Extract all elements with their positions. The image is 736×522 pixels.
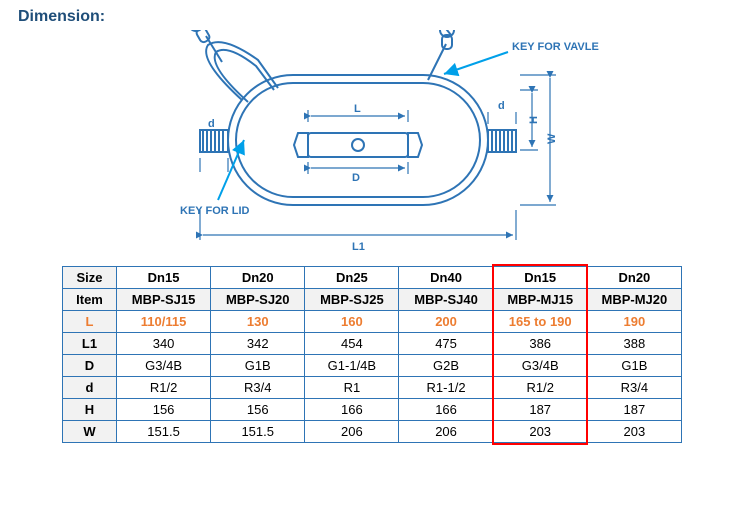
cell: 187: [493, 399, 587, 421]
rowhead-W: W: [63, 421, 117, 443]
rowhead-H: H: [63, 399, 117, 421]
rowhead-item: Item: [63, 289, 117, 311]
row-L: L 110/115 130 160 200 165 to 190 190: [63, 311, 682, 333]
cell: 110/115: [117, 311, 211, 333]
label-H: H: [528, 116, 540, 124]
row-D: D G3/4B G1B G1-1/4B G2B G3/4B G1B: [63, 355, 682, 377]
label-D: D: [352, 172, 360, 184]
label-key-lid: KEY FOR LID: [180, 205, 250, 217]
label-d-left: d: [208, 118, 215, 130]
cell: Dn15: [117, 267, 211, 289]
cell: R3/4: [211, 377, 305, 399]
row-size: Size Dn15 Dn20 Dn25 Dn40 Dn15 Dn20: [63, 267, 682, 289]
cell: 151.5: [211, 421, 305, 443]
cell: 165 to 190: [493, 311, 587, 333]
cell: 454: [305, 333, 399, 355]
dimension-diagram: KEY FOR VAVLE KEY FOR LID L D d d L1 H W: [108, 30, 668, 260]
dimension-table: Size Dn15 Dn20 Dn25 Dn40 Dn15 Dn20 Item …: [62, 266, 682, 443]
cell: G2B: [399, 355, 493, 377]
cell: Dn20: [587, 267, 681, 289]
cell: MBP-SJ20: [211, 289, 305, 311]
rowhead-L1: L1: [63, 333, 117, 355]
cell: 200: [399, 311, 493, 333]
cell: G3/4B: [493, 355, 587, 377]
cell: R1-1/2: [399, 377, 493, 399]
cell: 166: [399, 399, 493, 421]
row-item: Item MBP-SJ15 MBP-SJ20 MBP-SJ25 MBP-SJ40…: [63, 289, 682, 311]
cell: 388: [587, 333, 681, 355]
cell: 130: [211, 311, 305, 333]
cell: 190: [587, 311, 681, 333]
cell: 151.5: [117, 421, 211, 443]
row-L1: L1 340 342 454 475 386 388: [63, 333, 682, 355]
label-L: L: [354, 103, 361, 115]
label-d-right: d: [498, 100, 505, 112]
cell: MBP-SJ25: [305, 289, 399, 311]
cell: R1/2: [493, 377, 587, 399]
cell: Dn20: [211, 267, 305, 289]
rowhead-D: D: [63, 355, 117, 377]
cell: G3/4B: [117, 355, 211, 377]
cell: MBP-SJ40: [399, 289, 493, 311]
cell: 342: [211, 333, 305, 355]
cell: R3/4: [587, 377, 681, 399]
label-W: W: [546, 133, 558, 144]
cell: G1B: [587, 355, 681, 377]
section-heading: Dimension:: [18, 8, 718, 26]
cell: MBP-MJ15: [493, 289, 587, 311]
cell: 340: [117, 333, 211, 355]
row-H: H 156 156 166 166 187 187: [63, 399, 682, 421]
cell: R1/2: [117, 377, 211, 399]
cell: MBP-SJ15: [117, 289, 211, 311]
rowhead-L: L: [63, 311, 117, 333]
rowhead-size: Size: [63, 267, 117, 289]
cell: 166: [305, 399, 399, 421]
cell: 156: [211, 399, 305, 421]
cell: 206: [399, 421, 493, 443]
cell: 203: [493, 421, 587, 443]
cell: Dn25: [305, 267, 399, 289]
cell: 156: [117, 399, 211, 421]
rowhead-d: d: [63, 377, 117, 399]
cell: Dn15: [493, 267, 587, 289]
cell: Dn40: [399, 267, 493, 289]
cell: MBP-MJ20: [587, 289, 681, 311]
cell: G1B: [211, 355, 305, 377]
cell: 386: [493, 333, 587, 355]
cell: R1: [305, 377, 399, 399]
row-W: W 151.5 151.5 206 206 203 203: [63, 421, 682, 443]
cell: 475: [399, 333, 493, 355]
cell: 206: [305, 421, 399, 443]
label-key-valve: KEY FOR VAVLE: [512, 41, 599, 53]
cell: 160: [305, 311, 399, 333]
row-d: d R1/2 R3/4 R1 R1-1/2 R1/2 R3/4: [63, 377, 682, 399]
cell: 187: [587, 399, 681, 421]
label-L1: L1: [352, 241, 365, 253]
cell: 203: [587, 421, 681, 443]
cell: G1-1/4B: [305, 355, 399, 377]
